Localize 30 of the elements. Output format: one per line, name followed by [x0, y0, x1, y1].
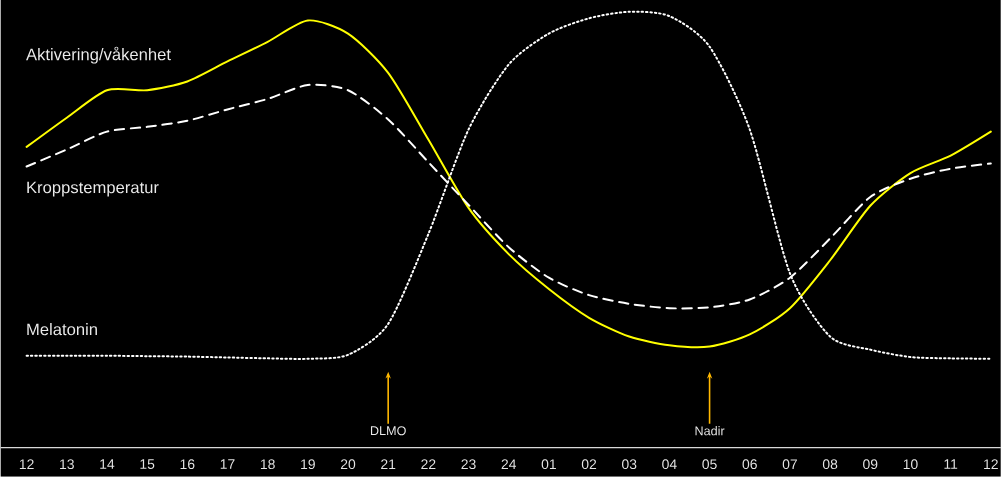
x-tick-label: 04 [662, 459, 677, 470]
x-tick-label: 24 [501, 459, 517, 470]
series-label: Melatonin [27, 323, 97, 336]
x-tick-label: 10 [903, 459, 918, 470]
x-tick-label: 18 [260, 459, 275, 470]
x-tick-label: 11 [944, 459, 958, 470]
annotation: Nadir [695, 426, 725, 436]
x-tick-label: 21 [381, 459, 396, 470]
x-tick-label: 07 [782, 459, 797, 470]
x-tick-label: 15 [140, 459, 155, 470]
x-tick-label: 09 [863, 459, 878, 470]
x-tick-label: 13 [60, 459, 74, 470]
x-tick-label: 14 [100, 459, 115, 470]
x-tick-label: 20 [340, 459, 356, 470]
x-tick-label: 02 [581, 459, 597, 470]
x-tick-label: 12 [19, 459, 34, 470]
x-tick-label: 03 [622, 459, 637, 470]
x-tick-label: 23 [461, 459, 476, 470]
x-tick-label: 19 [301, 459, 315, 470]
x-tick-label: 05 [702, 459, 717, 470]
annotation: DLMO [370, 426, 406, 436]
x-tick-label: 22 [421, 459, 436, 470]
x-tick-label: 12 [984, 459, 998, 470]
x-tick-label: 17 [220, 459, 235, 470]
series-label: Aktivering/våkenhet [26, 46, 171, 64]
series-label: Kroppstemperatur [27, 181, 159, 197]
x-tick-label: 01 [541, 459, 556, 470]
x-tick-label: 16 [180, 459, 195, 470]
x-tick-label: 08 [822, 459, 838, 470]
x-tick-label: 06 [742, 459, 757, 470]
